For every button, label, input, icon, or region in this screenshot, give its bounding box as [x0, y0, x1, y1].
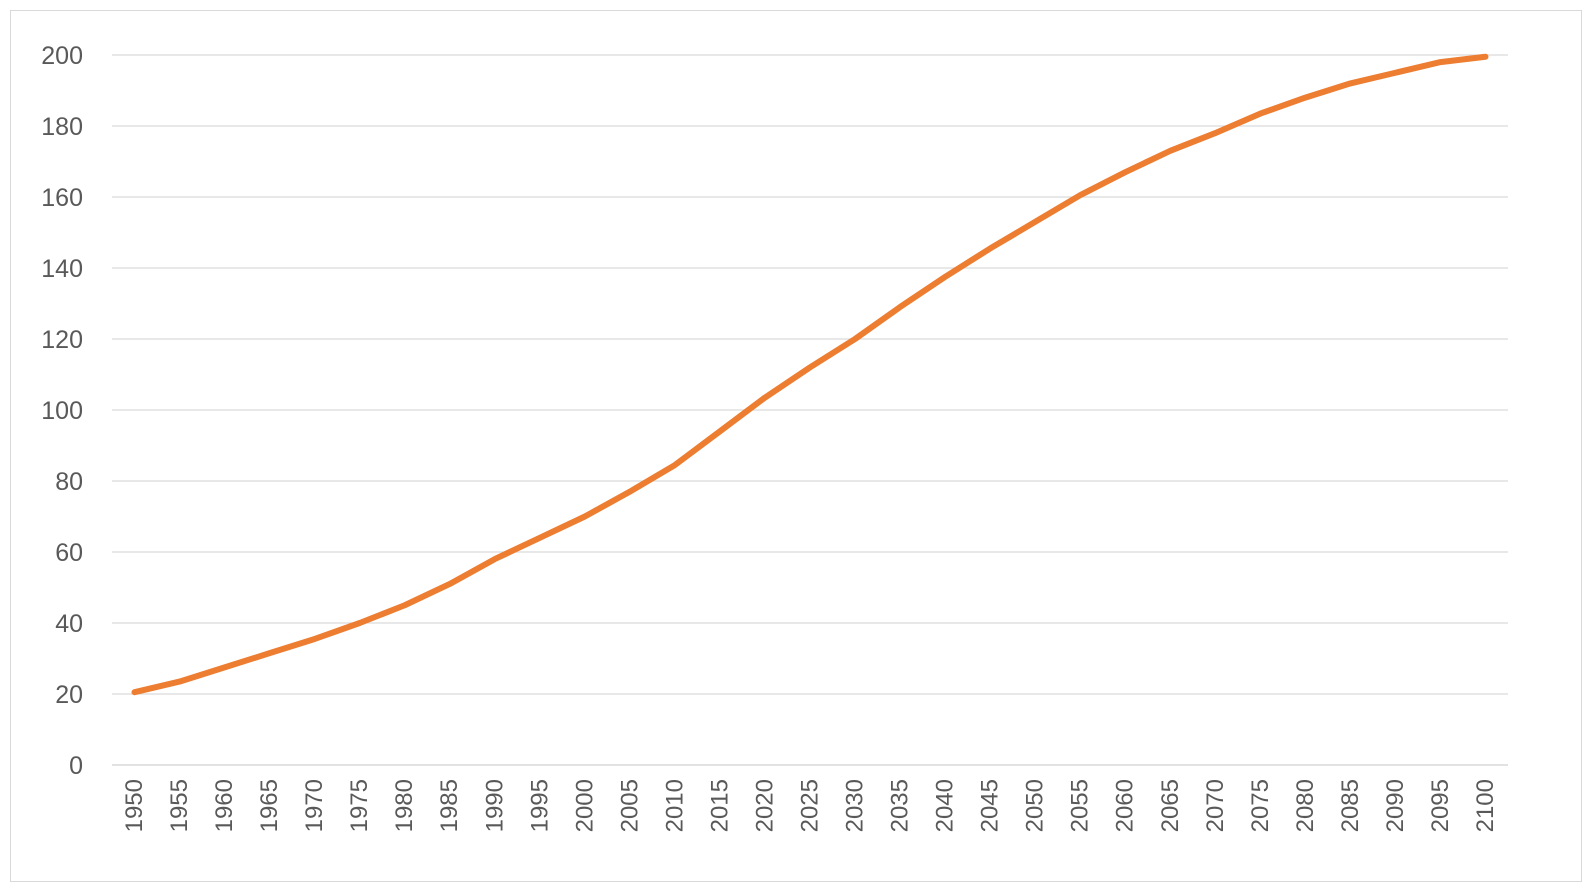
x-tick-label: 1960	[211, 779, 238, 832]
x-tick-label: 2085	[1337, 779, 1364, 832]
x-tick-label: 1975	[346, 779, 373, 832]
chart-frame: 0 20 40 60 80 100 120 140 160 180 200 1950 1955 1960…	[10, 10, 1582, 882]
x-tick-label: 2015	[706, 779, 733, 832]
x-tick-label: 1995	[526, 779, 553, 832]
x-tick-label: 2025	[797, 779, 824, 832]
x-tick-label: 1950	[121, 779, 148, 832]
y-tick-label: 60	[55, 539, 83, 567]
x-tick-label: 1970	[301, 779, 328, 832]
y-tick-label: 100	[41, 397, 83, 425]
y-tick-label: 180	[41, 113, 83, 141]
x-tick-label: 2090	[1382, 779, 1409, 832]
x-tick-label: 2070	[1202, 779, 1229, 832]
y-tick-label: 0	[69, 752, 83, 780]
y-tick-label: 120	[41, 326, 83, 354]
x-tick-label: 2100	[1472, 779, 1499, 832]
y-tick-label: 80	[55, 468, 83, 496]
x-tick-label: 2045	[977, 779, 1004, 832]
y-tick-label: 40	[55, 610, 83, 638]
x-tick-label: 2065	[1157, 779, 1184, 832]
x-tick-label: 2095	[1427, 779, 1454, 832]
x-tick-label: 2000	[571, 779, 598, 832]
series-layer	[131, 53, 1489, 696]
y-axis-tick-labels: 0 20 40 60 80 100 120 140 160 180 200	[41, 42, 83, 780]
y-tick-label: 200	[41, 42, 83, 70]
x-tick-label: 2075	[1247, 779, 1274, 832]
y-tick-label: 20	[55, 681, 83, 709]
x-axis-tick-labels: 1950 1955 1960 1965 1970 1975 1980 1985 1990 1995…	[121, 779, 1499, 832]
x-tick-label: 2055	[1067, 779, 1094, 832]
x-tick-label: 2035	[887, 779, 914, 832]
x-tick-label: 1955	[166, 779, 193, 832]
x-tick-label: 2030	[842, 779, 869, 832]
x-tick-label: 1980	[391, 779, 418, 832]
y-tick-label: 140	[41, 255, 83, 283]
x-tick-label: 2080	[1292, 779, 1319, 832]
x-tick-label: 1990	[481, 779, 508, 832]
x-tick-label: 2050	[1022, 779, 1049, 832]
x-tick-label: 2020	[751, 779, 778, 832]
x-tick-label: 2040	[932, 779, 959, 832]
x-tick-label: 2060	[1112, 779, 1139, 832]
x-tick-label: 1965	[256, 779, 283, 832]
x-tick-label: 1985	[436, 779, 463, 832]
x-tick-label: 2005	[616, 779, 643, 832]
gridlines	[112, 54, 1508, 766]
x-tick-label: 2010	[661, 779, 688, 832]
y-tick-label: 160	[41, 184, 83, 212]
series-line	[131, 53, 1489, 696]
